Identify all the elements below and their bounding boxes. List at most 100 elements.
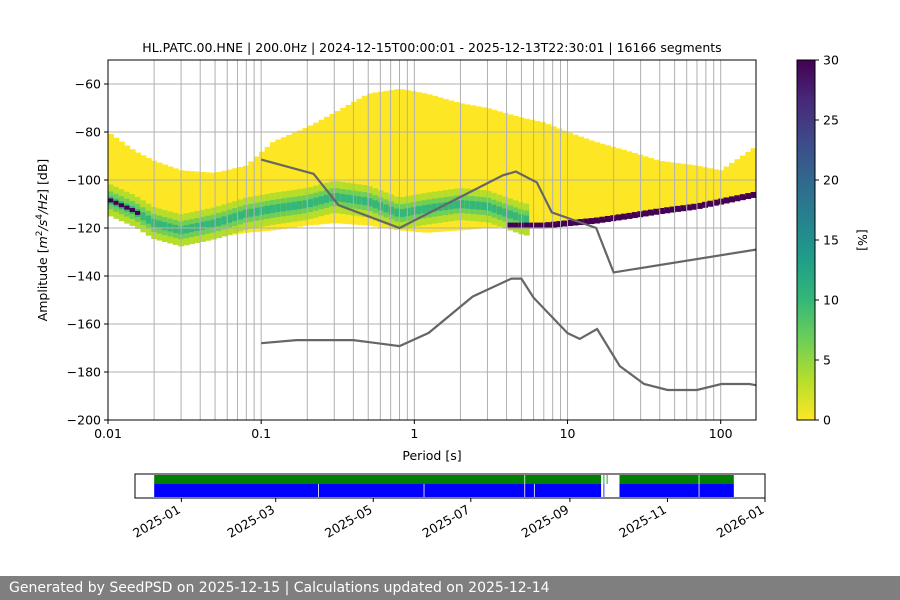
density-cell [621,149,627,217]
timeline-used-segment [154,484,319,497]
x-tick-label: 100 [709,426,733,441]
colorbar-tick-label: 30 [823,53,839,68]
density-cell [615,214,622,221]
density-cell [432,95,438,233]
density-cell [739,194,746,201]
density-cell [702,167,708,205]
density-cell [226,169,233,236]
density-cell [594,217,600,224]
density-cell [750,191,756,198]
y-tick-label: −200 [67,413,101,428]
density-cell [167,166,174,239]
x-axis-ticks: 0.01 0.1 1 10 100 [94,420,733,441]
timeline-available-segment [699,475,734,484]
density-cell [745,151,752,197]
colorbar-tick-label: 0 [823,413,831,428]
density-cell [156,220,163,229]
timeline-used-segment [525,484,534,497]
density-cell [669,162,676,210]
density-cell [291,201,298,210]
density-cell [124,145,131,219]
density-cell [491,204,498,213]
density-cell [523,215,530,224]
density-cell [140,155,147,229]
density-cell [183,170,190,240]
density-cell [442,98,449,232]
x-axis-label: Period [s] [402,448,461,463]
density-cell [145,215,152,224]
density-cell [529,119,536,226]
density-cell [259,151,266,232]
density-cell [675,205,681,212]
x-tick-label: 0.1 [251,426,271,441]
density-cell [399,89,406,231]
density-cell [475,201,482,210]
colorbar-tick-label: 10 [823,293,839,308]
density-cell [604,215,611,222]
timeline-ticks: 2025-01 2025-03 2025-05 2025-07 2025-09 2025-… [130,498,767,541]
density-cell [108,198,114,203]
noise-model-nhnm [260,158,756,274]
density-cell [729,162,735,200]
timeline-tick-label: 2025-11 [616,502,669,541]
timeline-border [134,473,766,499]
density-cell [345,194,352,203]
density-cell [534,121,541,226]
density-cell [561,130,568,224]
density-cell [113,200,120,205]
density-cell [502,112,509,227]
density-cell [361,95,368,226]
density-cell [707,200,714,207]
density-cell [351,195,357,204]
density-cell [453,102,460,231]
density-cell [550,221,557,228]
density-cell [307,125,314,226]
y-tick-label: −80 [75,125,101,140]
density-cell [631,212,638,219]
grid-lines [108,60,756,420]
density-cell [275,204,282,213]
timeline-available-segment [525,475,602,484]
density-cell [232,213,239,222]
density-cell [739,155,746,198]
density-cell [507,114,514,227]
density-cell [372,200,379,209]
density-cell [491,109,498,228]
timeline-used-segment [318,484,424,497]
density-cell [259,206,266,215]
density-cell [124,205,131,210]
density-cell [723,166,730,201]
density-cell [583,218,590,225]
density-cell [340,107,347,224]
density-cell [626,151,633,216]
density-cell [691,203,698,210]
density-cell [426,204,433,213]
y-tick-label: −160 [67,317,101,332]
density-cell [502,208,509,217]
density-cell [513,222,519,229]
density-cell [367,198,374,207]
density-cell [302,128,309,226]
y-tick-label: −100 [67,173,101,188]
density-cell [388,90,395,230]
density-cell [237,211,244,220]
density-cell [367,93,374,226]
density-cell [410,207,417,216]
density-cell [642,210,649,217]
density-cell [723,197,730,204]
timeline-used-segment [603,484,605,497]
density-cell [475,106,482,229]
timeline-used-segment [424,484,525,497]
density-cell [280,137,287,229]
density-cell [318,119,325,225]
density-cell [194,223,201,232]
timeline-tick-label: 2026-01 [714,502,767,541]
density-cell [140,212,147,221]
density-cell [567,220,573,227]
density-cell [588,140,595,222]
density-cell [421,205,428,214]
density-cell [594,142,600,221]
density-cell [669,206,676,213]
density-cell [356,196,363,205]
density-cell [545,124,552,226]
